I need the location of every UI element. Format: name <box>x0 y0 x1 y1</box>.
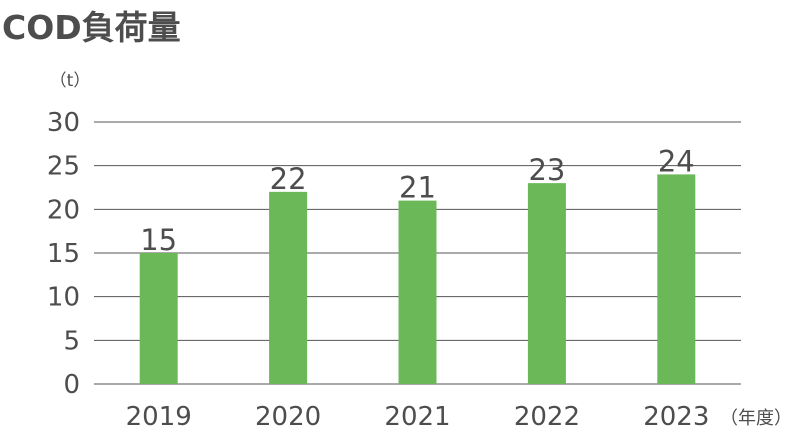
y-tick-label: 20 <box>47 195 80 225</box>
y-tick-label: 0 <box>63 370 80 400</box>
y-axis-ticks: 0 5 10 15 20 25 30 <box>47 108 80 400</box>
data-label: 21 <box>399 171 436 205</box>
data-label: 15 <box>140 223 177 257</box>
x-axis-ticks: 2019 2020 2021 2022 2023 <box>126 402 710 432</box>
x-tick-label: 2021 <box>384 402 450 432</box>
bars <box>139 174 696 384</box>
y-tick-label: 15 <box>47 239 80 269</box>
x-tick-label: 2020 <box>255 402 321 432</box>
y-tick-label: 10 <box>47 283 80 313</box>
bar-2020 <box>269 191 308 384</box>
y-tick-label: 5 <box>63 326 80 356</box>
x-tick-label: 2023 <box>643 402 709 432</box>
data-label: 23 <box>528 153 565 187</box>
x-tick-label: 2019 <box>126 402 192 432</box>
chart-title: COD負荷量 <box>2 8 181 47</box>
y-tick-label: 30 <box>47 108 80 138</box>
bar-2023 <box>657 174 696 384</box>
data-labels: 15 22 21 23 24 <box>140 144 695 257</box>
x-axis-unit-label: （年度） <box>720 408 792 429</box>
data-label: 24 <box>658 144 695 178</box>
bar-2022 <box>527 183 566 384</box>
bar-2021 <box>398 200 437 384</box>
bar-2019 <box>139 253 178 384</box>
y-tick-label: 25 <box>47 152 80 182</box>
y-axis-unit-label: （t） <box>50 71 91 91</box>
x-tick-label: 2022 <box>514 402 580 432</box>
data-label: 22 <box>270 162 307 196</box>
